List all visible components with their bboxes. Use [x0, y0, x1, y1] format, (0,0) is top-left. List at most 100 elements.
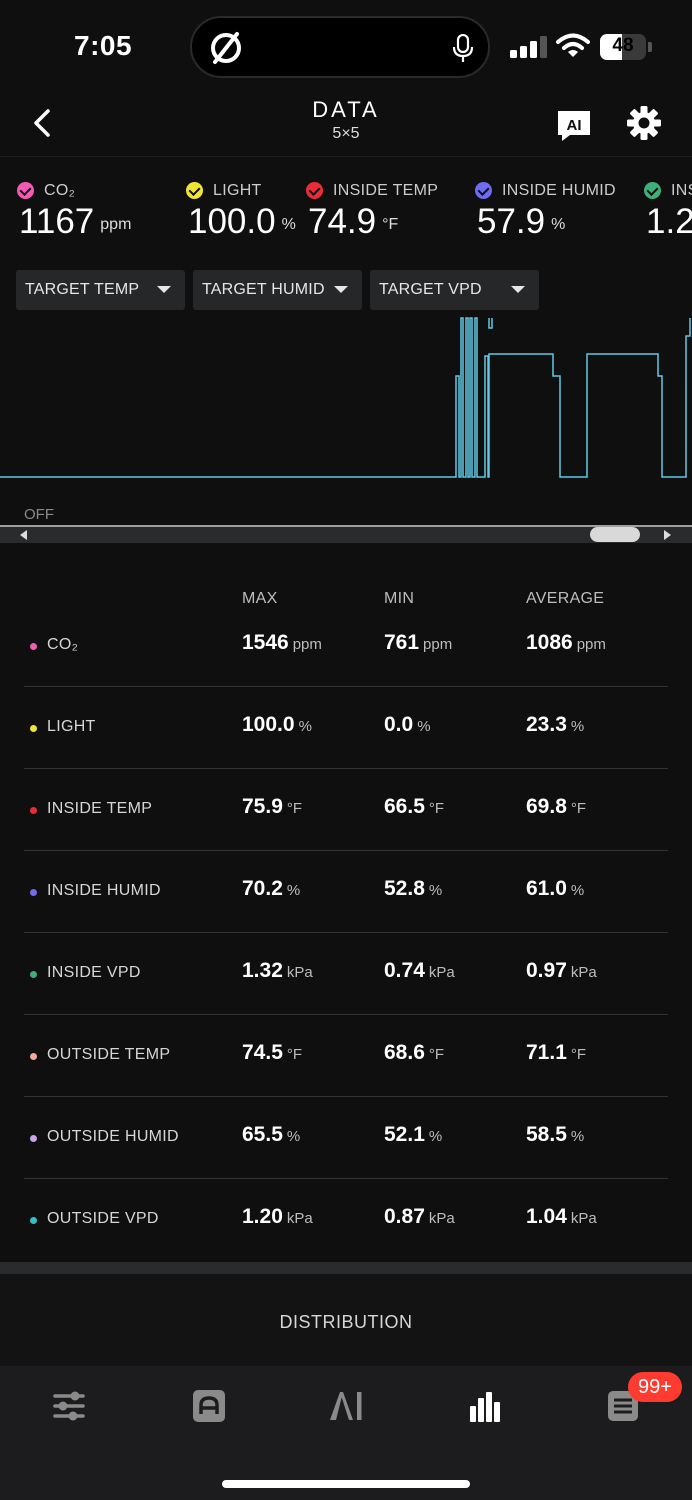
reading-value: 1167 ppm — [19, 202, 132, 241]
status-time: 7:05 — [74, 30, 133, 61]
controller-icon[interactable] — [191, 1388, 227, 1424]
bar-chart-icon[interactable] — [467, 1388, 503, 1424]
checkbox-icon[interactable] — [186, 182, 203, 199]
battery-fill — [600, 34, 623, 60]
table-row: CO₂ 1546 ppm 761 ppm 1086 ppm — [24, 605, 668, 687]
reading-value: 1.2 — [646, 202, 692, 241]
microphone-icon — [452, 34, 474, 62]
target-vpd-dropdown[interactable]: TARGET VPD — [370, 270, 539, 310]
wifi-icon — [556, 33, 590, 57]
app-header: DATA 5×5 AI — [0, 95, 692, 157]
page-title: DATA — [312, 97, 380, 122]
section-divider — [0, 1262, 692, 1274]
cell-max: 70.2% — [242, 877, 301, 900]
sliders-icon[interactable] — [51, 1388, 87, 1424]
cell-average: 1.04 kPa — [526, 1205, 597, 1228]
row-label: INSIDE TEMP — [47, 800, 153, 817]
series-color-dot — [30, 643, 37, 650]
cell-max: 100.0% — [242, 713, 312, 736]
off-axis-label: OFF — [24, 506, 54, 523]
distribution-button[interactable]: DISTRIBUTION — [0, 1274, 692, 1366]
col-max: MAX — [242, 590, 278, 607]
caret-down-icon — [511, 286, 525, 293]
caret-down-icon — [157, 286, 171, 293]
notification-badge: 99+ — [628, 1372, 682, 1402]
series-color-dot — [30, 1217, 37, 1224]
cell-average: 61.0% — [526, 877, 585, 900]
checkbox-icon[interactable] — [644, 182, 661, 199]
bottom-nav: 99+ — [0, 1366, 692, 1500]
cell-min: 52.8% — [384, 877, 443, 900]
cell-max: 1.20 kPa — [242, 1205, 313, 1228]
app-logo-icon — [211, 32, 241, 64]
scroll-thumb[interactable] — [590, 527, 640, 542]
ai-chat-icon[interactable]: AI — [556, 109, 592, 143]
checkbox-icon[interactable] — [475, 182, 492, 199]
series-color-dot — [30, 725, 37, 732]
reading-label: INSIDE TEMP — [333, 182, 439, 199]
cell-max: 1546 ppm — [242, 631, 322, 654]
row-label: OUTSIDE TEMP — [47, 1046, 171, 1063]
series-color-dot — [30, 971, 37, 978]
cell-min: 761 ppm — [384, 631, 453, 654]
scroll-left-arrow-icon[interactable] — [20, 530, 27, 540]
cell-min: 68.6 °F — [384, 1041, 445, 1064]
cell-max: 65.5% — [242, 1123, 301, 1146]
reading-label: CO₂ — [44, 182, 76, 199]
checkbox-icon[interactable] — [306, 182, 323, 199]
reading-label: LIGHT — [213, 182, 262, 199]
ai-icon[interactable] — [328, 1388, 364, 1424]
notes-icon[interactable] — [605, 1388, 641, 1424]
reading-label: INS — [671, 182, 692, 199]
cell-min: 52.1% — [384, 1123, 443, 1146]
status-bar: 7:05 48 — [0, 0, 692, 95]
page-subtitle: 5×5 — [332, 125, 360, 142]
chart-scrollbar[interactable] — [0, 527, 692, 543]
reading-value: 100.0% — [188, 202, 296, 241]
series-color-dot — [30, 1053, 37, 1060]
table-row: OUTSIDE TEMP 74.5 °F 68.6 °F 71.1 °F — [24, 1015, 668, 1097]
cell-average: 58.5% — [526, 1123, 585, 1146]
cell-average: 0.97 kPa — [526, 959, 597, 982]
cell-average: 1086 ppm — [526, 631, 606, 654]
row-label: LIGHT — [47, 718, 96, 735]
cellular-signal-icon — [510, 36, 547, 58]
battery-icon: 48 — [600, 34, 652, 60]
svg-text:AI: AI — [567, 117, 582, 134]
reading-label: INSIDE HUMID — [502, 182, 616, 199]
table-row: LIGHT 100.0% 0.0% 23.3% — [24, 687, 668, 769]
dynamic-island — [190, 16, 490, 78]
target-temp-dropdown[interactable]: TARGET TEMP — [16, 270, 185, 310]
reading-value: 57.9% — [477, 202, 566, 241]
target-humid-dropdown[interactable]: TARGET HUMID — [193, 270, 362, 310]
battery-level: 48 — [612, 35, 634, 56]
caret-down-icon — [334, 286, 348, 293]
table-row: INSIDE TEMP 75.9 °F 66.5 °F 69.8 °F — [24, 769, 668, 851]
series-color-dot — [30, 1135, 37, 1142]
row-label: OUTSIDE HUMID — [47, 1128, 179, 1145]
scroll-right-arrow-icon[interactable] — [664, 530, 671, 540]
cell-max: 74.5 °F — [242, 1041, 303, 1064]
series-color-dot — [30, 807, 37, 814]
table-row: OUTSIDE HUMID 65.5% 52.1% 58.5% — [24, 1097, 668, 1179]
checkbox-icon[interactable] — [17, 182, 34, 199]
table-row: INSIDE VPD 1.32 kPa 0.74 kPa 0.97 kPa — [24, 933, 668, 1015]
row-label: INSIDE HUMID — [47, 882, 161, 899]
live-readings-strip[interactable]: CO₂ 1167 ppm LIGHT 100.0% INSIDE TEMP 74.… — [0, 160, 692, 260]
cell-min: 66.5 °F — [384, 795, 445, 818]
gear-icon[interactable] — [626, 105, 662, 141]
col-min: MIN — [384, 590, 415, 607]
history-chart[interactable] — [0, 316, 692, 528]
reading-value: 74.9 °F — [308, 202, 399, 241]
cell-min: 0.0% — [384, 713, 431, 736]
table-row: INSIDE HUMID 70.2% 52.8% 61.0% — [24, 851, 668, 933]
cell-average: 23.3% — [526, 713, 585, 736]
cell-max: 75.9 °F — [242, 795, 303, 818]
back-chevron-icon[interactable] — [26, 103, 58, 143]
row-label: OUTSIDE VPD — [47, 1210, 159, 1227]
series-color-dot — [30, 889, 37, 896]
stats-header: MAX MIN AVERAGE — [0, 590, 692, 614]
cell-average: 69.8 °F — [526, 795, 587, 818]
home-indicator[interactable] — [222, 1480, 470, 1488]
table-row: OUTSIDE VPD 1.20 kPa 0.87 kPa 1.04 kPa — [24, 1179, 668, 1261]
